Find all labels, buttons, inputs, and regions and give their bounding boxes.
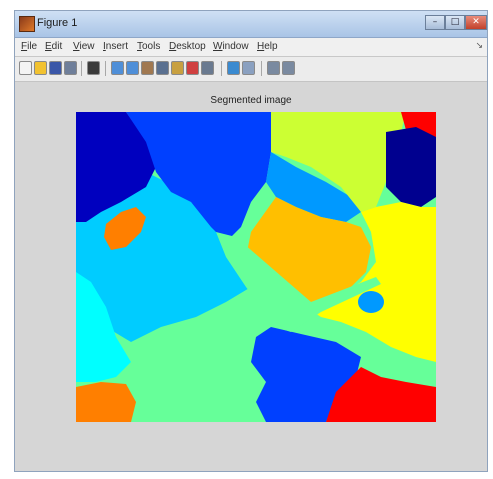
segment-azure-blob xyxy=(358,291,384,313)
show-plot-tools-icon[interactable] xyxy=(282,61,295,75)
menu-window[interactable]: Window xyxy=(213,41,249,52)
pan-icon[interactable] xyxy=(141,61,154,75)
legend-icon[interactable] xyxy=(242,61,255,75)
figure-toolbar xyxy=(15,57,487,82)
segmented-image xyxy=(76,112,436,422)
toolbar-separator xyxy=(221,61,222,76)
segment-red-bottom xyxy=(326,367,436,422)
zoom-out-icon[interactable] xyxy=(126,61,139,75)
segment-azure xyxy=(266,152,361,222)
menu-edit[interactable]: Edit xyxy=(45,41,63,52)
segment-light-blue xyxy=(76,167,251,342)
toolbar-separator xyxy=(105,61,106,76)
toolbar-separator xyxy=(261,61,262,76)
segment-dark-orange-blob xyxy=(104,207,146,250)
maximize-button[interactable]: □ xyxy=(445,15,465,30)
segment-dark-blue xyxy=(76,112,156,222)
title-bar[interactable]: Figure 1 – □ ✕ xyxy=(15,11,487,38)
plot-title: Segmented image xyxy=(210,95,292,106)
new-figure-icon[interactable] xyxy=(19,61,32,75)
select-arrow-icon[interactable] xyxy=(87,61,100,75)
toolbar-separator xyxy=(81,61,82,76)
zoom-in-icon[interactable] xyxy=(111,61,124,75)
hide-plot-tools-icon[interactable] xyxy=(267,61,280,75)
menu-help[interactable]: Help xyxy=(257,41,278,52)
figure-window: Figure 1 – □ ✕ File Edit View Insert Too… xyxy=(14,10,488,472)
segment-dark-orange-bottom xyxy=(76,382,136,422)
print-icon[interactable] xyxy=(64,61,77,75)
menu-bar: File Edit View Insert Tools Desktop Wind… xyxy=(15,38,487,57)
segment-blue xyxy=(126,112,271,242)
link-icon[interactable] xyxy=(201,61,214,75)
minimize-button[interactable]: – xyxy=(425,15,445,30)
segment-yellow-green xyxy=(271,112,406,212)
segment-blue-bottom xyxy=(251,327,361,422)
menu-dock-arrow-icon[interactable]: ↘ xyxy=(475,40,483,50)
colorbar-icon[interactable] xyxy=(227,61,240,75)
brush-icon[interactable] xyxy=(186,61,199,75)
window-title: Figure 1 xyxy=(37,17,78,29)
segment-navy xyxy=(386,127,436,207)
image-axes[interactable] xyxy=(76,112,436,422)
data-cursor-icon[interactable] xyxy=(171,61,184,75)
rotate-icon[interactable] xyxy=(156,61,169,75)
segment-cyan xyxy=(76,272,131,382)
close-button[interactable]: ✕ xyxy=(465,15,487,30)
segment-mint-strip xyxy=(216,232,381,332)
menu-tools[interactable]: Tools xyxy=(137,41,161,52)
menu-desktop[interactable]: Desktop xyxy=(169,41,206,52)
save-icon[interactable] xyxy=(49,61,62,75)
menu-insert[interactable]: Insert xyxy=(103,41,129,52)
matlab-icon xyxy=(19,16,35,32)
open-file-icon[interactable] xyxy=(34,61,47,75)
menu-file[interactable]: File xyxy=(21,41,38,52)
menu-view[interactable]: View xyxy=(73,41,95,52)
